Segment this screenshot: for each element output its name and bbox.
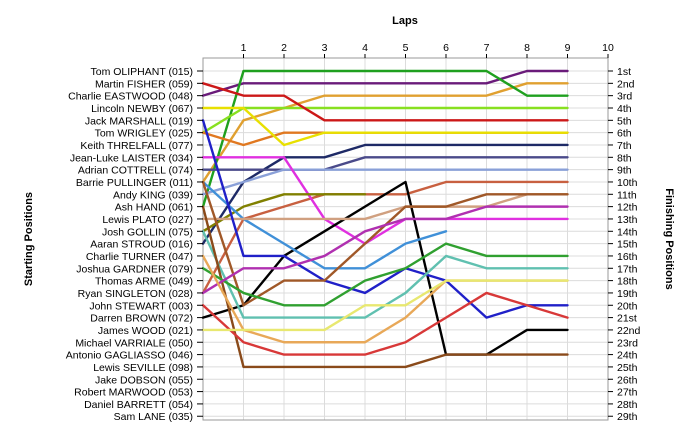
left-axis-title: Starting Positions (23, 192, 35, 286)
starting-grid-label: Daniel BARRETT (054) (84, 399, 193, 411)
lap-tick-label: 5 (403, 42, 409, 54)
starting-grid-label: Barrie PULLINGER (011) (76, 177, 193, 189)
series-line-23 (201, 205, 569, 295)
finishing-position-label: 16th (617, 251, 638, 263)
starting-grid-label: Jake DOBSON (055) (95, 374, 193, 386)
series-line-25 (201, 279, 569, 332)
starting-grid-label: Ryan SINGLETON (028) (78, 288, 193, 300)
starting-grid-label: Adrian COTTRELL (074) (78, 165, 193, 177)
finishing-position-label: 24th (617, 350, 638, 362)
finishing-position-label: 4th (617, 103, 632, 115)
finishing-position-label: 25th (617, 362, 638, 374)
starting-grid-label: Charlie TURNER (047) (86, 251, 193, 263)
finishing-position-label: 12th (617, 202, 638, 214)
starting-grid-label: Keith THRELFALL (077) (80, 140, 193, 152)
finishing-position-label: 7th (617, 140, 632, 152)
starting-grid-label: Joshua GARDNER (079) (76, 263, 193, 275)
starting-grid-label: Ash HAND (061) (115, 202, 193, 214)
finishing-position-label: 21st (617, 313, 637, 325)
starting-grid-label: Tom WRIGLEY (025) (95, 128, 193, 140)
series-line-7 (201, 106, 569, 147)
starting-grid-label: Robert MARWOOD (053) (74, 387, 193, 399)
lap-tick-label: 10 (602, 42, 614, 54)
starting-grid-label: Lincoln NEWBY (067) (91, 103, 193, 115)
finishing-position-label: 20th (617, 300, 638, 312)
x-axis-title: Laps (392, 15, 418, 27)
series-line-4 (201, 106, 569, 134)
finishing-position-labels: 1st2nd3rd4th5th6th7th8th9th10th11th12th1… (608, 66, 641, 423)
finishing-position-label: 15th (617, 239, 638, 251)
starting-grid-label: Thomas ARME (049) (95, 276, 193, 288)
series-line-1 (201, 69, 569, 97)
lap-tick-label: 4 (362, 42, 368, 54)
lap-tick-label: 9 (565, 42, 571, 54)
finishing-position-label: 14th (617, 226, 638, 238)
finishing-position-label: 17th (617, 263, 638, 275)
finishing-position-label: 1st (617, 66, 631, 78)
lap-tick-label: 1 (241, 42, 247, 54)
lap-tick-label: 3 (322, 42, 328, 54)
finishing-position-label: 22nd (617, 325, 641, 337)
finishing-position-label: 18th (617, 276, 638, 288)
starting-grid-label: Aaran STROUD (016) (90, 239, 193, 251)
series-line-2 (201, 82, 569, 184)
finishing-position-label: 29th (617, 411, 638, 423)
series-line-3 (201, 69, 569, 208)
finishing-position-label: 2nd (617, 78, 635, 90)
finishing-position-label: 9th (617, 165, 632, 177)
lap-tick-label: 6 (443, 42, 449, 54)
finishing-position-label: 19th (617, 288, 638, 300)
series-line-5 (201, 82, 569, 122)
finishing-position-label: 10th (617, 177, 638, 189)
starting-grid-label: Josh GOLLIN (075) (102, 226, 193, 238)
series-line-21 (201, 291, 569, 356)
starting-grid-label: Jean-Luke LAISTER (034) (70, 152, 193, 164)
series-line-10 (201, 168, 569, 196)
finishing-position-label: 26th (617, 374, 638, 386)
starting-grid-label: Martin FISHER (059) (95, 78, 193, 90)
series-line-9 (201, 156, 569, 171)
series-line-20 (201, 205, 569, 369)
lap-tick-label: 2 (281, 42, 287, 54)
starting-grid-label: Antonio GAGLIASSO (046) (66, 350, 193, 362)
series-line-22 (201, 242, 569, 307)
finishing-position-label: 11th (617, 189, 637, 201)
starting-grid-label: Lewis SEVILLE (098) (93, 362, 193, 374)
series-line-12 (201, 156, 569, 245)
finishing-position-label: 13th (617, 214, 638, 226)
starting-grid-label: Charlie EASTWOOD (048) (68, 91, 193, 103)
finishing-position-label: 23rd (617, 337, 638, 349)
series-line-14 (201, 180, 569, 356)
finishing-position-label: 8th (617, 152, 632, 164)
finishing-position-label: 5th (617, 115, 632, 127)
starting-grid-label: John STEWART (003) (89, 300, 193, 312)
starting-grid-label: Michael VARRIALE (050) (75, 337, 193, 349)
finishing-position-label: 3rd (617, 91, 632, 103)
series-line-16 (201, 193, 569, 221)
starting-grid-label: Jack MARSHALL (019) (85, 115, 193, 127)
lap-tick-label: 8 (524, 42, 530, 54)
starting-grid-label: James WOOD (021) (98, 325, 193, 337)
lap-tick-labels: 1 2 3 4 5 6 7 8 9 10 (241, 42, 614, 58)
starting-grid-label: Sam LANE (035) (114, 411, 193, 423)
right-axis-title: Finishing Positions (663, 188, 675, 289)
finishing-position-label: 27th (617, 387, 638, 399)
finishing-position-label: 6th (617, 128, 632, 140)
lap-tick-label: 7 (484, 42, 490, 54)
series-line-6 (201, 131, 569, 147)
starting-grid-labels: Tom OLIPHANT (015)Martin FISHER (059)Cha… (66, 66, 203, 423)
finishing-position-label: 28th (617, 399, 638, 411)
starting-grid-label: Andy KING (039) (113, 189, 193, 201)
starting-grid-label: Tom OLIPHANT (015) (90, 66, 193, 78)
series-line-17 (201, 119, 569, 319)
starting-grid-label: Darren BROWN (072) (90, 313, 193, 325)
series-lines (201, 69, 569, 369)
starting-grid-label: Lewis PLATO (027) (102, 214, 193, 226)
